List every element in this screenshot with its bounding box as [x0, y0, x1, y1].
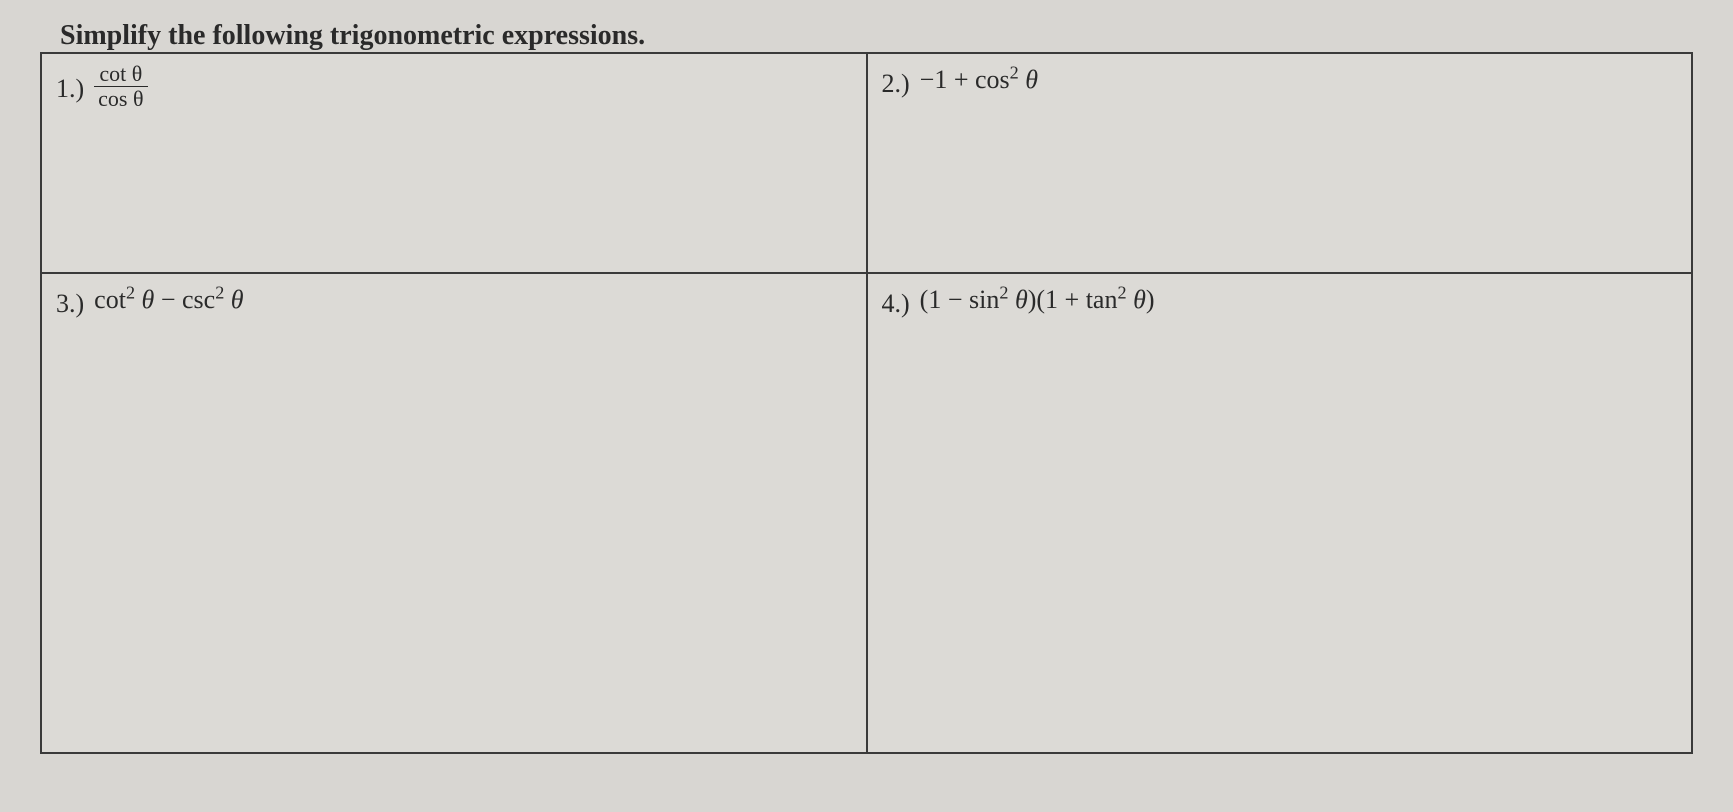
problem-1-expression: cot θ cos θ: [94, 70, 147, 99]
fraction-1-denominator: cos θ: [94, 87, 147, 111]
problem-2-expression: −1 + cos2 θ: [920, 65, 1038, 94]
problem-3-expression: cot2 θ − csc2 θ: [94, 285, 243, 314]
cell-problem-4: 4.) (1 − sin2 θ)(1 + tan2 θ): [867, 273, 1693, 753]
problem-2-label: 2.): [882, 69, 910, 99]
problem-4-expression: (1 − sin2 θ)(1 + tan2 θ): [920, 285, 1155, 314]
cell-problem-2: 2.) −1 + cos2 θ: [867, 53, 1693, 273]
fraction-1: cot θ cos θ: [94, 62, 147, 111]
problem-3-label: 3.): [56, 289, 84, 319]
problem-1-label: 1.): [56, 74, 84, 104]
cell-problem-1: 1.) cot θ cos θ: [41, 53, 867, 273]
cell-problem-3: 3.) cot2 θ − csc2 θ: [41, 273, 867, 753]
problem-4-label: 4.): [882, 289, 910, 319]
fraction-1-numerator: cot θ: [94, 62, 147, 87]
problems-table: 1.) cot θ cos θ 2.) −1 + cos2 θ 3.) cot2…: [40, 52, 1693, 754]
worksheet-title: Simplify the following trigonometric exp…: [40, 20, 1693, 52]
